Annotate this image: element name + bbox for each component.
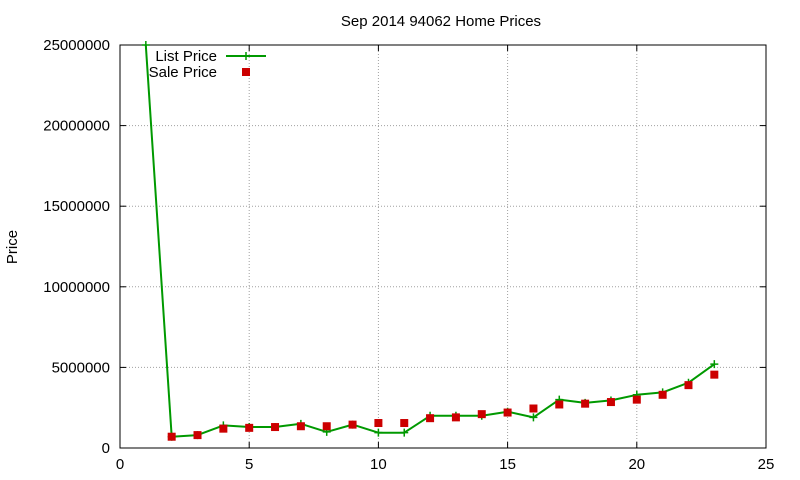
- y-tick-label: 10000000: [43, 279, 110, 296]
- sale-price-point: [684, 381, 693, 390]
- sale-price-point: [632, 395, 641, 404]
- grid: [120, 45, 766, 448]
- sale-price-point: [426, 414, 435, 423]
- series-layer: [141, 41, 719, 441]
- sale-price-point: [322, 422, 331, 431]
- y-axis-label: Price: [4, 230, 21, 264]
- y-tick-label: 0: [102, 440, 110, 457]
- legend-label-sale-price: Sale Price: [149, 64, 217, 81]
- sale-price-point: [193, 431, 202, 440]
- sale-price-point: [451, 413, 460, 422]
- x-tick-label: 5: [245, 456, 253, 473]
- sale-price-point: [245, 423, 254, 432]
- legend-marker-list-price: [242, 52, 250, 60]
- sale-price-point: [400, 419, 409, 428]
- sale-price-point: [374, 419, 383, 428]
- plot-frame: [119, 44, 767, 449]
- sale-price-point: [555, 400, 564, 409]
- y-tick-label: 15000000: [43, 198, 110, 215]
- sale-price-point: [167, 432, 176, 441]
- x-tick-label: 20: [628, 456, 645, 473]
- x-tick-label: 0: [116, 456, 124, 473]
- x-tick-label: 15: [499, 456, 516, 473]
- sale-price-point: [477, 410, 486, 419]
- list-price-point: [529, 413, 538, 422]
- sale-price-point: [296, 422, 305, 431]
- y-tick-label: 5000000: [52, 359, 110, 376]
- sale-price-point: [581, 399, 590, 408]
- y-tick-label: 20000000: [43, 118, 110, 135]
- legend-marker-sale-price: [242, 68, 250, 76]
- list-price-line: [144, 44, 715, 438]
- legend-label-list-price: List Price: [155, 48, 217, 65]
- list-price-point: [400, 428, 409, 437]
- x-tick-label: 10: [370, 456, 387, 473]
- sale-price-point: [271, 423, 280, 432]
- axis-ticks: 0 5 10 15 20 25 0 5000000 10000000 15000000 200000…: [43, 37, 774, 473]
- sale-price-point: [710, 370, 719, 379]
- x-tick-label: 25: [758, 456, 775, 473]
- sale-price-point: [219, 424, 228, 433]
- sale-price-point: [529, 404, 538, 413]
- list-price-point: [141, 41, 150, 49]
- list-price-point: [374, 428, 383, 437]
- sale-price-point: [606, 398, 615, 407]
- sale-price-point: [503, 408, 512, 417]
- y-tick-label: 25000000: [43, 37, 110, 54]
- sale-price-point: [658, 390, 667, 399]
- sale-price-point: [348, 420, 357, 429]
- list-price-point: [710, 360, 719, 369]
- chart-title: Sep 2014 94062 Home Prices: [341, 13, 541, 30]
